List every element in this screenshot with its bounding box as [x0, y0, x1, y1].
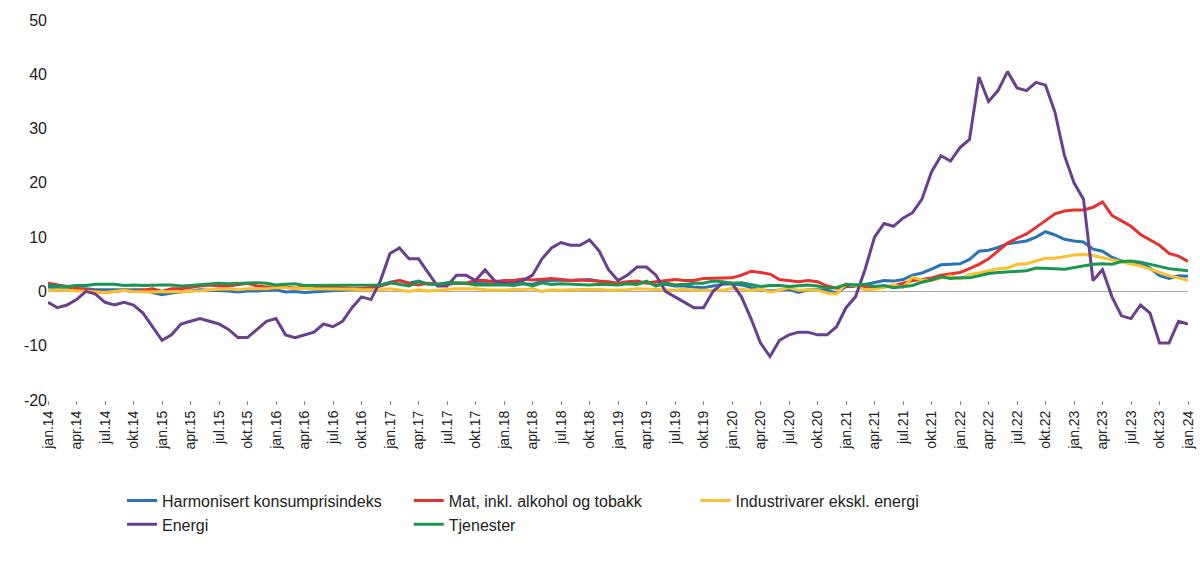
- svg-text:okt.22: okt.22: [1037, 410, 1053, 448]
- svg-text:jan.24: jan.24: [1180, 410, 1196, 449]
- svg-text:50: 50: [29, 12, 47, 29]
- svg-text:okt.14: okt.14: [125, 410, 141, 448]
- svg-text:okt.15: okt.15: [239, 410, 255, 448]
- svg-text:Tjenester: Tjenester: [449, 517, 516, 534]
- svg-text:apr.19: apr.19: [638, 410, 654, 449]
- svg-text:okt.18: okt.18: [581, 410, 597, 448]
- svg-text:jul.18: jul.18: [553, 410, 569, 445]
- svg-text:apr.16: apr.16: [296, 410, 312, 449]
- svg-text:jan.21: jan.21: [838, 410, 854, 449]
- svg-text:jul.21: jul.21: [895, 410, 911, 445]
- svg-text:-10: -10: [24, 337, 47, 354]
- svg-text:okt.23: okt.23: [1151, 410, 1167, 448]
- svg-text:okt.17: okt.17: [467, 410, 483, 448]
- svg-text:jul.17: jul.17: [439, 410, 455, 445]
- svg-text:okt.19: okt.19: [695, 410, 711, 448]
- svg-text:jan.19: jan.19: [610, 410, 626, 449]
- svg-text:apr.20: apr.20: [752, 410, 768, 449]
- svg-text:20: 20: [29, 174, 47, 191]
- svg-text:jan.16: jan.16: [268, 410, 284, 449]
- svg-text:apr.14: apr.14: [68, 410, 84, 449]
- svg-text:okt.21: okt.21: [923, 410, 939, 448]
- svg-text:0: 0: [38, 283, 47, 300]
- svg-text:Energi: Energi: [162, 517, 208, 534]
- svg-text:apr.23: apr.23: [1094, 410, 1110, 449]
- svg-text:10: 10: [29, 229, 47, 246]
- svg-text:apr.18: apr.18: [524, 410, 540, 449]
- svg-text:-20: -20: [24, 392, 47, 409]
- svg-text:jul.19: jul.19: [667, 410, 683, 445]
- svg-text:jul.20: jul.20: [781, 410, 797, 445]
- svg-text:jan.14: jan.14: [40, 410, 56, 449]
- svg-text:apr.15: apr.15: [182, 410, 198, 449]
- svg-text:apr.22: apr.22: [980, 410, 996, 449]
- svg-text:jul.23: jul.23: [1123, 410, 1139, 445]
- svg-text:jul.22: jul.22: [1009, 410, 1025, 445]
- svg-text:okt.16: okt.16: [353, 410, 369, 448]
- svg-text:apr.17: apr.17: [410, 410, 426, 449]
- svg-text:Harmonisert konsumprisindeks: Harmonisert konsumprisindeks: [162, 493, 382, 510]
- svg-text:jan.15: jan.15: [154, 410, 170, 449]
- svg-text:Industrivarer ekskl. energi: Industrivarer ekskl. energi: [736, 493, 919, 510]
- svg-text:jul.14: jul.14: [97, 410, 113, 445]
- svg-text:jul.16: jul.16: [325, 410, 341, 445]
- svg-text:40: 40: [29, 66, 47, 83]
- svg-text:30: 30: [29, 120, 47, 137]
- svg-text:apr.21: apr.21: [866, 410, 882, 449]
- svg-text:jan.20: jan.20: [724, 410, 740, 449]
- svg-text:Mat, inkl. alkohol og tobakk: Mat, inkl. alkohol og tobakk: [449, 493, 643, 510]
- svg-text:jan.23: jan.23: [1066, 410, 1082, 449]
- svg-text:jan.17: jan.17: [382, 410, 398, 449]
- svg-text:jul.15: jul.15: [211, 410, 227, 445]
- svg-text:jan.22: jan.22: [952, 410, 968, 449]
- svg-text:jan.18: jan.18: [496, 410, 512, 449]
- svg-text:okt.20: okt.20: [809, 410, 825, 448]
